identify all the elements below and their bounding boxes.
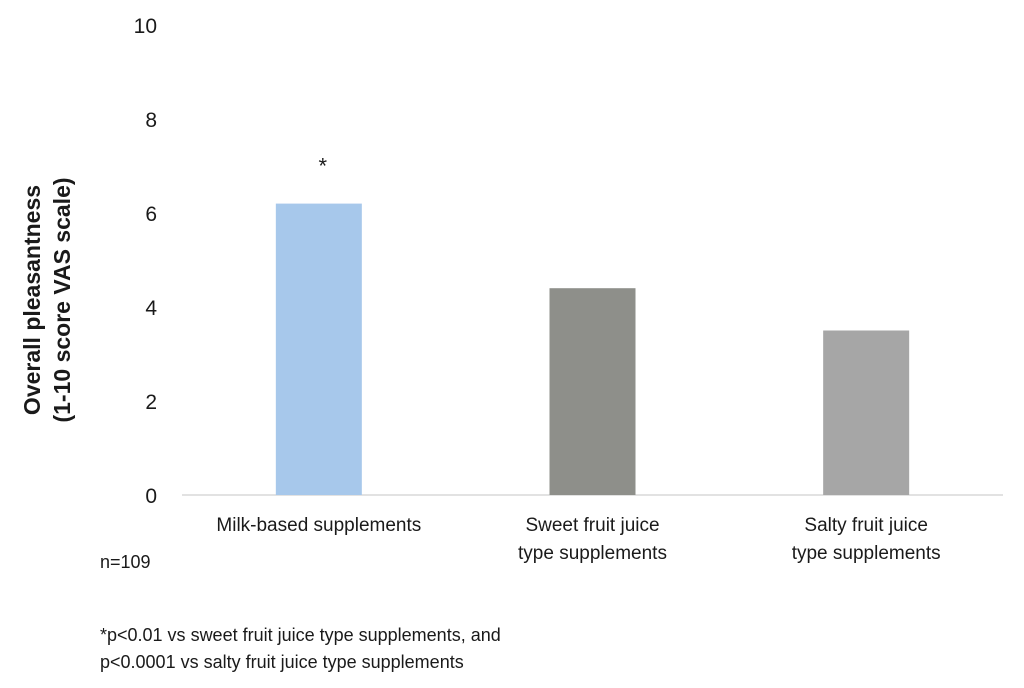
y-axis-label: Overall pleasantness (1-10 score VAS scal… [19, 177, 75, 422]
bar [275, 203, 362, 495]
bar-chart: Overall pleasantness (1-10 score VAS scal… [19, 15, 1003, 564]
y-tick-label: 6 [145, 203, 157, 226]
y-tick-label: 10 [134, 15, 157, 38]
category-label: Sweet fruit juice [525, 515, 659, 536]
y-tick-label: 0 [145, 485, 157, 508]
y-tick-label: 8 [145, 109, 157, 132]
bar [823, 330, 910, 495]
y-tick-label: 2 [145, 391, 157, 414]
significance-footnote: *p<0.01 vs sweet fruit juice type supple… [100, 625, 501, 672]
y-axis-label-line: Overall pleasantness [19, 185, 45, 415]
category-label: Milk-based supplements [216, 515, 421, 536]
category-label: type supplements [792, 543, 941, 564]
significance-marker: * [319, 154, 328, 179]
bars [275, 203, 910, 495]
category-label: Salty fruit juice [804, 515, 928, 536]
y-axis-label-line: (1-10 score VAS scale) [49, 177, 75, 422]
y-tick-label: 4 [145, 297, 157, 320]
category-labels: Milk-based supplements Sweet fruit juice t… [216, 515, 940, 564]
y-axis-ticks: 0 2 4 6 8 10 [134, 15, 158, 508]
bar [549, 288, 636, 495]
bar-annotations: * [319, 154, 328, 179]
category-label: type supplements [518, 543, 667, 564]
sample-size-note: n=109 [100, 552, 151, 572]
